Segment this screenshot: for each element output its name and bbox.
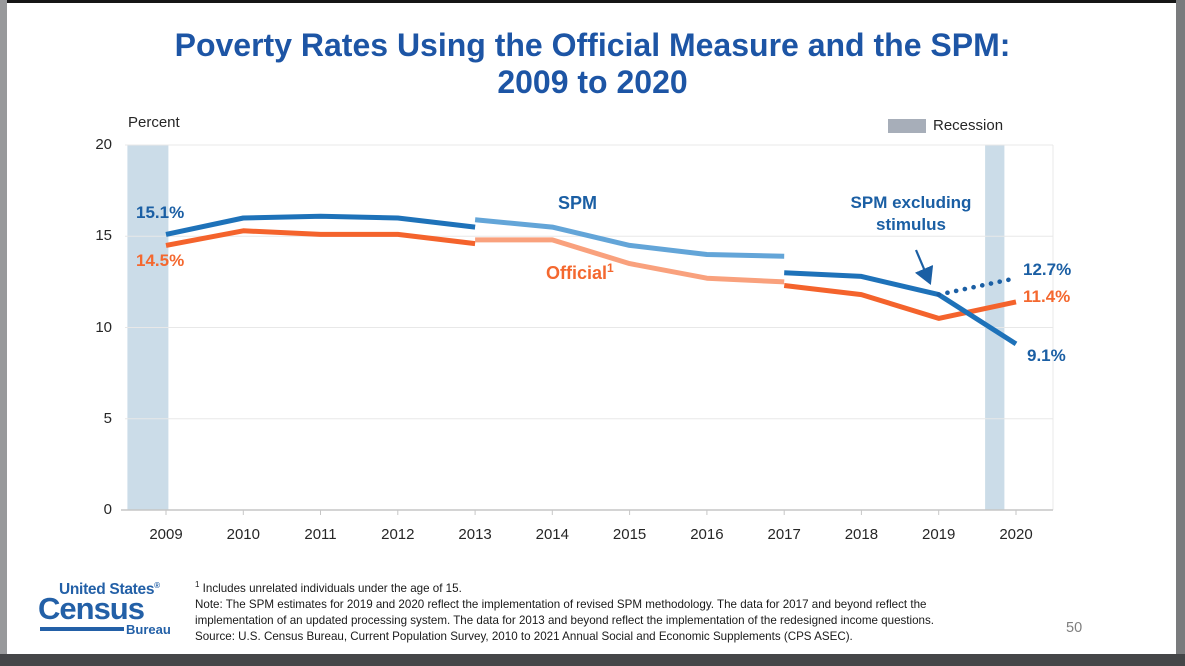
series-line-official_2013_2017 (475, 237, 785, 285)
y-axis-tick-label-5: 5 (103, 409, 112, 427)
y-axis-title: Percent (128, 114, 180, 131)
source-line: Source: U.S. Census Bureau, Current Popu… (195, 630, 853, 644)
page-title-line2: 2009 to 2020 (497, 64, 688, 100)
logo-united-states: United States® (59, 581, 160, 599)
census-bureau-logo: United States® Census Bureau (38, 576, 213, 648)
registered-trademark-icon: ® (154, 581, 160, 590)
x-axis-tick-label-2017: 2017 (767, 526, 801, 543)
y-axis-tick-label-0: 0 (103, 501, 112, 518)
official-2009-value-label: 14.5% (136, 251, 185, 270)
recession-legend-label: Recession (933, 117, 1004, 134)
series-line-official_2009_2013 (165, 228, 476, 248)
series-line-spm_2013_2017 (474, 217, 785, 259)
official-2020-value-label: 11.4% (1023, 287, 1071, 306)
page-title: Poverty Rates Using the Official Measure… (0, 27, 1185, 101)
window-border-bottom (0, 654, 1185, 666)
footnote-text: Includes unrelated individuals under the… (199, 581, 462, 595)
series-line-spm_excluding_stimulus (936, 275, 1019, 297)
y-axis-tick-label-15: 15 (95, 227, 112, 245)
spm-series-label: SPM (558, 193, 598, 213)
x-axis-tick-label-2012: 2012 (381, 526, 415, 543)
spm-excl-stimulus-2020-value-label: 12.7% (1023, 260, 1072, 279)
x-axis-tick-label-2010: 2010 (226, 526, 260, 543)
spm-2020-value-label: 9.1% (1027, 346, 1066, 365)
recession-legend-swatch (888, 119, 926, 133)
x-axis-tick-label-2018: 2018 (844, 526, 879, 543)
window-border-left (0, 0, 7, 666)
spm-excluding-stimulus-label: SPM excluding stimulus (850, 193, 972, 234)
x-axis-tick-label-2009: 2009 (149, 526, 183, 543)
window-border-right (1176, 0, 1185, 666)
x-axis-tick-label-2020: 2020 (999, 526, 1033, 543)
series-line-spm_2017_2020 (784, 270, 1018, 347)
footnote-line: 1 Includes unrelated individuals under t… (195, 577, 1015, 597)
spm-excluding-stimulus-arrow (914, 249, 934, 286)
official-series-label: Official1 (546, 261, 614, 284)
x-axis-tick-label-2014: 2014 (535, 526, 569, 543)
spm-2009-value-label: 15.1% (136, 203, 185, 222)
logo-census: Census (38, 591, 145, 626)
x-axis-tick-label-2013: 2013 (458, 526, 492, 543)
y-axis-tick-label-20: 20 (95, 136, 112, 153)
y-axis-tick-label-10: 10 (95, 318, 112, 336)
logo-underline-bar (40, 627, 124, 631)
page-title-line1: Poverty Rates Using the Official Measure… (174, 27, 1011, 63)
logo-bureau: Bureau (126, 622, 171, 637)
series-line-spm_2009_2013 (165, 213, 476, 237)
series-line-official_2017_2020 (783, 283, 1017, 321)
x-axis-tick-label-2016: 2016 (690, 526, 724, 543)
x-axis-tick-label-2015: 2015 (612, 526, 647, 543)
footnote-marker: 1 (195, 580, 200, 589)
official-series-label-text: Official (546, 263, 608, 283)
note-line-1: Note: The SPM estimates for 2019 and 202… (195, 598, 927, 612)
window-border-top (0, 0, 1185, 3)
x-axis-tick-label-2011: 2011 (304, 526, 337, 543)
footnotes: 1 Includes unrelated individuals under t… (195, 577, 1015, 646)
page-number: 50 (1066, 620, 1083, 636)
x-axis-tick-label-2019: 2019 (922, 526, 956, 543)
note-line-2: implementation of an updated processing … (195, 614, 935, 628)
official-footnote-marker: 1 (607, 261, 614, 275)
